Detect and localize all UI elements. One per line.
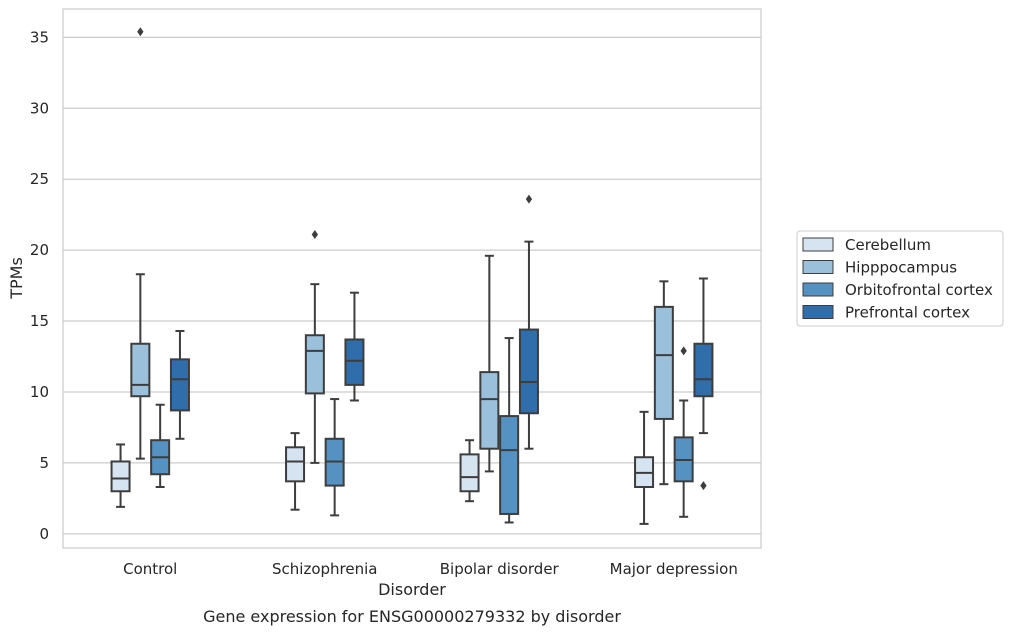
- plot-area-frame: [62, 8, 762, 549]
- iqr-box: [344, 338, 365, 386]
- legend-swatch: [802, 260, 834, 274]
- iqr-box: [518, 328, 539, 415]
- box-cerebellum: [634, 410, 655, 525]
- iqr-box: [169, 358, 190, 412]
- legend-frame: [796, 230, 1004, 327]
- box-hipppocampus: [653, 280, 674, 486]
- box-orbitofrontal-cortex: [150, 403, 171, 489]
- y-tick-label: 35: [30, 28, 49, 46]
- box-hipppocampus: [479, 254, 500, 473]
- legend-swatch: [802, 282, 834, 297]
- box-prefrontal-cortex: [344, 291, 365, 402]
- legend-label: Cerebellum: [845, 236, 931, 254]
- y-tick-label: 10: [30, 383, 49, 401]
- x-axis-label: Disorder: [378, 580, 446, 599]
- outlier-point: [525, 194, 533, 204]
- y-tick-label: 15: [30, 312, 49, 330]
- box-hipppocampus: [304, 230, 325, 464]
- box-orbitofrontal-cortex: [673, 346, 694, 518]
- outlier-point: [311, 230, 318, 240]
- box-prefrontal-cortex: [518, 194, 539, 450]
- legend-label: Hipppocampus: [845, 259, 957, 277]
- box-prefrontal-cortex: [693, 277, 714, 491]
- iqr-box: [110, 460, 131, 493]
- legend-swatch: [802, 237, 834, 252]
- outlier-point: [680, 346, 687, 356]
- x-tick-labels: Control Schizophrenia Bipolar disorder Majo…: [123, 560, 738, 578]
- x-tick-label: Schizophrenia: [272, 560, 377, 578]
- iqr-box: [653, 305, 674, 420]
- x-tick-label: Major depression: [610, 560, 738, 578]
- box-orbitofrontal-cortex: [324, 398, 345, 517]
- iqr-box: [285, 446, 306, 483]
- y-tick-label: 30: [30, 99, 49, 117]
- y-tick-label: 25: [30, 170, 49, 188]
- box-plot-series: [110, 27, 714, 525]
- legend: Cerebellum Hipppocampus Orbitofrontal cort…: [796, 230, 1004, 327]
- iqr-box: [130, 342, 151, 398]
- iqr-box: [459, 453, 480, 493]
- outlier-point: [137, 27, 144, 37]
- iqr-box: [499, 415, 520, 515]
- box-cerebellum: [459, 439, 480, 503]
- y-tick-label: 0: [39, 525, 49, 543]
- x-tick-label: Control: [123, 560, 177, 578]
- iqr-box: [479, 371, 500, 450]
- y-tick-labels: 0 5 10 15 20 25 30 35: [30, 28, 49, 542]
- y-tick-label: 20: [30, 241, 49, 259]
- legend-swatch: [802, 305, 834, 319]
- y-axis-label: TPMs: [7, 257, 26, 300]
- box-prefrontal-cortex: [169, 329, 190, 440]
- box-orbitofrontal-cortex: [499, 337, 520, 524]
- iqr-box: [693, 342, 714, 398]
- box-hipppocampus: [130, 27, 151, 460]
- outlier-point: [700, 481, 707, 491]
- box-cerebellum: [110, 443, 131, 508]
- legend-label: Prefrontal cortex: [845, 304, 970, 322]
- legend-label: Orbitofrontal cortex: [845, 281, 993, 299]
- y-tick-label: 5: [39, 454, 49, 472]
- chart-title: Gene expression for ENSG00000279332 by d…: [203, 607, 621, 626]
- iqr-box: [304, 334, 325, 395]
- box-cerebellum: [285, 432, 306, 511]
- x-tick-label: Bipolar disorder: [440, 560, 560, 578]
